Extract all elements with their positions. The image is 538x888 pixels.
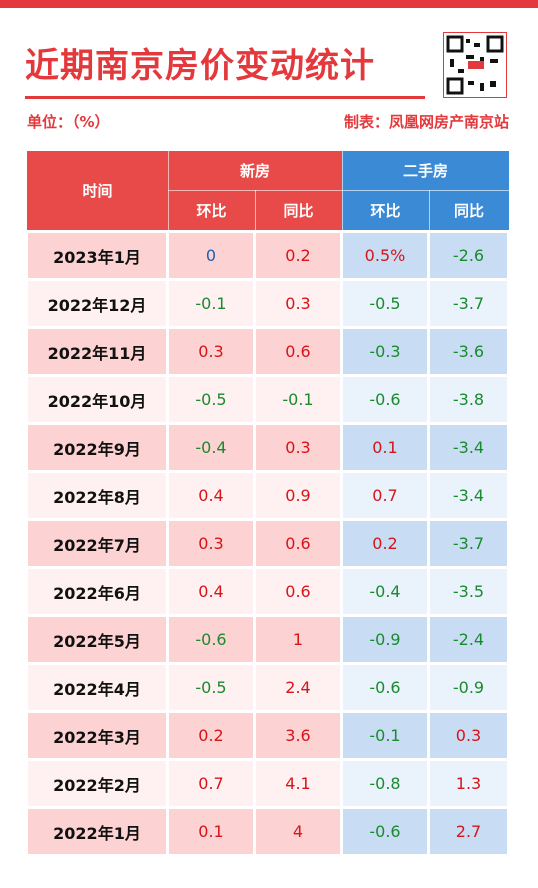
value-cell: 4.1	[256, 761, 340, 806]
sub-header: 同比	[255, 190, 342, 230]
value-cell: 0.1	[343, 425, 427, 470]
value-cell: -0.6	[343, 809, 427, 854]
value-cell: 0.3	[256, 281, 340, 326]
value-cell: -3.7	[430, 521, 507, 566]
value-cell: -3.7	[430, 281, 507, 326]
value-cell: -3.6	[430, 329, 507, 374]
value-cell: 3.6	[256, 713, 340, 758]
value-cell: -3.4	[430, 425, 507, 470]
value-cell: 0.3	[430, 713, 507, 758]
time-cell: 2022年3月	[28, 713, 166, 758]
time-cell: 2022年9月	[28, 425, 166, 470]
value-cell: 0.2	[256, 233, 340, 278]
value-cell: -0.8	[343, 761, 427, 806]
value-cell: -0.4	[343, 569, 427, 614]
qr-code	[443, 32, 507, 98]
value-cell: -0.6	[169, 617, 253, 662]
value-cell: 0.3	[256, 425, 340, 470]
value-cell: -3.5	[430, 569, 507, 614]
time-cell: 2022年7月	[28, 521, 166, 566]
time-cell: 2022年12月	[28, 281, 166, 326]
time-header: 时间	[27, 151, 168, 230]
value-cell: -2.4	[430, 617, 507, 662]
value-cell: 0.9	[256, 473, 340, 518]
time-cell: 2022年2月	[28, 761, 166, 806]
value-cell: 0.4	[169, 473, 253, 518]
value-cell: 0.7	[343, 473, 427, 518]
source: 制表：凤凰网房产南京站	[343, 113, 509, 131]
value-cell: -0.1	[343, 713, 427, 758]
value-cell: 0.7	[169, 761, 253, 806]
value-cell: 0.2	[343, 521, 427, 566]
value-cell: 0.6	[256, 569, 340, 614]
value-cell: 1.3	[430, 761, 507, 806]
unit: 单位：（%）	[27, 113, 110, 131]
header-divider	[168, 190, 509, 191]
value-cell: 0	[169, 233, 253, 278]
value-cell: 0.3	[169, 521, 253, 566]
time-cell: 2022年4月	[28, 665, 166, 710]
value-cell: -3.8	[430, 377, 507, 422]
value-cell: 0.2	[169, 713, 253, 758]
value-cell: -0.9	[343, 617, 427, 662]
group-header: 二手房	[342, 151, 509, 190]
value-cell: 0.6	[256, 329, 340, 374]
value-cell: 0.6	[256, 521, 340, 566]
time-cell: 2022年6月	[28, 569, 166, 614]
header-divider	[429, 190, 430, 230]
value-cell: 1	[256, 617, 340, 662]
value-cell: 0.5%	[343, 233, 427, 278]
qr-pattern	[446, 35, 504, 95]
value-cell: -2.6	[430, 233, 507, 278]
sub-header: 同比	[429, 190, 509, 230]
time-cell: 2022年1月	[28, 809, 166, 854]
sub-header: 环比	[342, 190, 429, 230]
value-cell: -0.6	[343, 665, 427, 710]
value-cell: -3.4	[430, 473, 507, 518]
title-rule	[25, 96, 425, 99]
time-cell: 2022年8月	[28, 473, 166, 518]
value-cell: -0.5	[343, 281, 427, 326]
time-cell: 2023年1月	[28, 233, 166, 278]
value-cell: 2.7	[430, 809, 507, 854]
time-cell: 2022年5月	[28, 617, 166, 662]
value-cell: 0.4	[169, 569, 253, 614]
value-cell: 0.1	[169, 809, 253, 854]
time-cell: 2022年10月	[28, 377, 166, 422]
value-cell: -0.3	[343, 329, 427, 374]
title: 近期南京房价变动统计	[25, 46, 375, 86]
value-cell: -0.5	[169, 377, 253, 422]
value-cell: -0.1	[169, 281, 253, 326]
time-cell: 2022年11月	[28, 329, 166, 374]
group-header: 新房	[168, 151, 342, 190]
value-cell: 4	[256, 809, 340, 854]
value-cell: -0.9	[430, 665, 507, 710]
value-cell: -0.6	[343, 377, 427, 422]
value-cell: -0.5	[169, 665, 253, 710]
top-bar	[0, 0, 538, 8]
sub-header: 环比	[168, 190, 255, 230]
header-divider	[255, 190, 256, 230]
value-cell: -0.1	[256, 377, 340, 422]
value-cell: -0.4	[169, 425, 253, 470]
value-cell: 2.4	[256, 665, 340, 710]
value-cell: 0.3	[169, 329, 253, 374]
